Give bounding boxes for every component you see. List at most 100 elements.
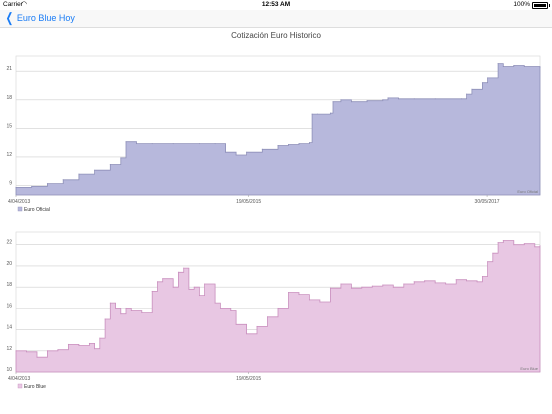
data-point (57, 349, 59, 351)
data-point (277, 145, 279, 146)
y-tick-label: 10 (6, 367, 12, 373)
data-point (382, 284, 384, 286)
legend-swatch (17, 206, 23, 212)
data-point (214, 302, 216, 304)
data-point (523, 243, 525, 245)
data-point (466, 93, 468, 95)
data-point (403, 283, 405, 285)
y-tick-label: 12 (6, 152, 12, 158)
data-point (497, 242, 499, 244)
data-point (539, 66, 541, 68)
series-watermark: Euro Oficial (517, 189, 538, 194)
y-tick-label: 16 (6, 303, 12, 309)
battery-percentage: 100% (513, 1, 530, 8)
euro-blue-chart: 10 12 14 16 18 20 22 4/04/2013 19/05/2015 Euro Bl… (6, 231, 541, 390)
data-point (366, 100, 368, 102)
data-point (471, 88, 473, 90)
chart-title: Cotización Euro Historico (231, 31, 321, 40)
data-point (350, 101, 352, 103)
data-point (214, 143, 216, 145)
data-point (502, 66, 504, 67)
data-point (256, 325, 258, 327)
status-bar: Carrier ◠ 12:53 AM 100% (0, 0, 552, 10)
data-point (434, 282, 436, 284)
data-point (277, 307, 279, 309)
y-tick-label: 18 (6, 282, 12, 288)
data-point (424, 280, 426, 282)
data-point (94, 348, 96, 350)
x-tick-label: 4/04/2013 (8, 199, 30, 205)
data-point (198, 295, 200, 297)
data-point (492, 252, 494, 254)
wifi-icon: ◠ (21, 1, 28, 8)
data-point (88, 342, 90, 344)
data-point (267, 316, 268, 318)
series-area (15, 63, 541, 196)
data-point (183, 267, 185, 269)
data-point (172, 286, 174, 288)
data-point (311, 113, 313, 115)
data-point (329, 112, 331, 114)
data-point (288, 144, 289, 145)
data-point (31, 185, 33, 187)
data-point (497, 63, 499, 65)
data-point (316, 113, 318, 115)
data-point (455, 279, 457, 281)
data-point (298, 294, 300, 296)
data-point (466, 280, 468, 282)
data-point (78, 345, 80, 346)
data-point (46, 183, 48, 185)
data-point (62, 179, 64, 181)
euro-oficial-chart: 9 12 15 18 21 4/04/2013 19/05/2015 30/05/2017 Eu… (6, 55, 541, 213)
data-point (204, 283, 206, 285)
data-point (382, 99, 384, 101)
data-point (115, 307, 117, 309)
data-point (534, 246, 536, 248)
data-point (15, 350, 17, 352)
data-point (235, 323, 237, 325)
data-point (340, 99, 342, 101)
data-point (78, 173, 80, 175)
data-point (392, 286, 394, 288)
data-point (225, 151, 227, 153)
data-point (308, 142, 310, 144)
data-point (487, 77, 489, 79)
data-point (539, 245, 541, 247)
data-point (94, 169, 96, 171)
y-tick-label: 18 (6, 95, 12, 101)
data-point (329, 287, 331, 289)
data-point (288, 292, 289, 293)
data-point (487, 261, 489, 263)
x-tick-label: 30/05/2017 (475, 199, 500, 205)
y-tick-label: 22 (6, 240, 12, 246)
data-point (125, 307, 127, 309)
data-point (387, 97, 389, 99)
data-point (434, 98, 436, 100)
data-point (46, 350, 48, 352)
data-point (15, 186, 17, 188)
data-point (99, 337, 101, 339)
data-point (298, 143, 300, 145)
data-point (235, 154, 237, 156)
data-point (340, 283, 342, 285)
data-point (36, 356, 38, 358)
data-point (481, 82, 483, 84)
data-point (445, 283, 447, 285)
data-point (198, 143, 200, 145)
data-point (481, 276, 483, 277)
navigation-bar: ❮ Euro Blue Hoy (0, 10, 552, 28)
data-point (109, 164, 111, 165)
data-point (162, 278, 164, 280)
data-point (157, 281, 158, 283)
data-point (502, 240, 504, 241)
data-point (308, 299, 310, 301)
back-button[interactable]: ❮ Euro Blue Hoy (4, 10, 75, 25)
y-tick-label: 9 (9, 180, 12, 186)
data-point (136, 143, 137, 145)
data-point (398, 98, 399, 100)
chevron-left-icon: ❮ (5, 10, 14, 25)
y-tick-label: 20 (6, 261, 12, 267)
data-point (371, 285, 373, 287)
data-point (193, 286, 195, 288)
data-point (460, 98, 462, 100)
